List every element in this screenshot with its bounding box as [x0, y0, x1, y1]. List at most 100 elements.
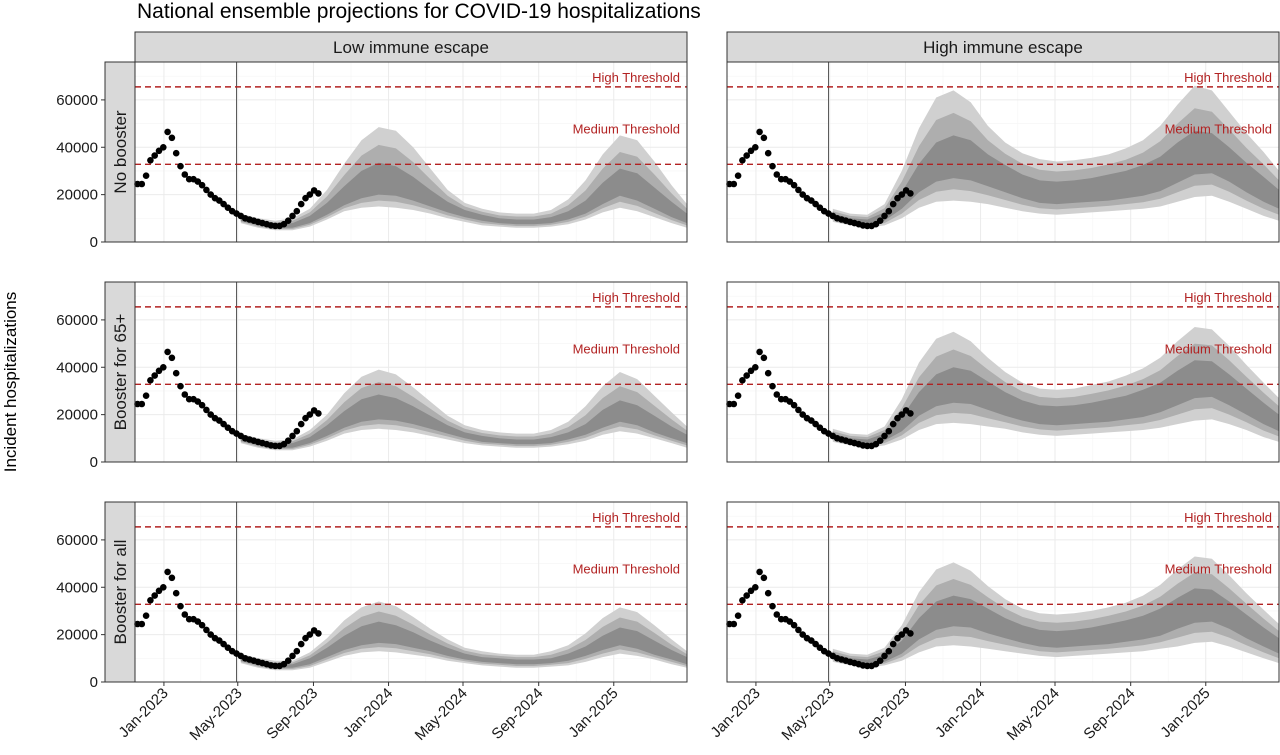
observed-point [284, 217, 292, 224]
observed-point [907, 410, 914, 417]
row-strip-label: Booster for all [111, 540, 130, 645]
observed-point [168, 134, 176, 142]
threshold-label-medium-threshold: Medium Threshold [1165, 561, 1272, 576]
threshold-label-high-threshold: High Threshold [592, 290, 680, 305]
observed-point [743, 152, 750, 159]
x-tick-label: Jan-2025 [565, 685, 621, 741]
y-tick-label: 60000 [56, 92, 98, 109]
threshold-label-medium-threshold: Medium Threshold [1165, 341, 1272, 356]
panel-no-booster-high-immune-escape: High Threshold Medium Threshold [726, 61, 1280, 243]
observed-point [889, 640, 897, 648]
observed-point [198, 181, 206, 189]
observed-point [790, 621, 798, 629]
observed-point [764, 589, 772, 597]
column-strip-high-immune-escape [726, 31, 1280, 63]
observed-point [151, 592, 158, 599]
observed-point [730, 620, 738, 628]
observed-point [739, 597, 746, 604]
observed-point [177, 162, 184, 170]
x-tick-label: Jan-2023 [707, 685, 763, 741]
plot-area: Low immune escape High immune escape No bo… [56, 31, 1280, 744]
y-tick-label: 60000 [56, 312, 98, 329]
observed-point [752, 584, 759, 591]
threshold-label-high-threshold: High Threshold [592, 510, 680, 525]
projection-band-middle [832, 343, 1279, 446]
column-strip-label: High immune escape [923, 38, 1083, 57]
observed-point [147, 377, 154, 384]
observed-point [734, 172, 742, 179]
column-strip-label: Low immune escape [333, 38, 489, 57]
observed-point [907, 630, 914, 637]
observed-point [898, 411, 906, 418]
threshold-label-high-threshold: High Threshold [1184, 290, 1272, 305]
observed-point [164, 128, 171, 136]
threshold-label-medium-threshold: Medium Threshold [573, 121, 680, 136]
observed-point [142, 392, 150, 400]
observed-point [795, 626, 802, 634]
threshold-label-high-threshold: High Threshold [1184, 510, 1272, 525]
x-tick-label: May-2024 [1004, 685, 1063, 744]
x-tick-label: Sep-2023 [263, 685, 321, 743]
y-tick-label: 0 [90, 674, 98, 691]
observed-point [739, 377, 746, 384]
projection-band-inner [832, 588, 1279, 665]
observed-point [284, 437, 292, 445]
panel-booster-for-65-high-immune-escape: High Threshold Medium Threshold [726, 281, 1280, 463]
observed-point [752, 364, 759, 371]
x-tick-label: Sep-2024 [1080, 685, 1138, 743]
observed-point [160, 584, 167, 591]
panel-no-booster-low-immune-escape: High Threshold Medium Threshold 0 20000 4000… [56, 61, 688, 251]
panel-border [134, 61, 688, 243]
observed-point [881, 652, 888, 660]
x-tick-label: Jan-2024 [932, 685, 988, 741]
observed-point [293, 647, 301, 655]
observed-point [142, 612, 150, 619]
observed-point [138, 180, 146, 188]
observed-point [168, 574, 176, 582]
observed-point [769, 602, 776, 610]
panel-background [134, 281, 688, 463]
y-tick-label: 20000 [56, 187, 98, 204]
observed-point [730, 180, 738, 188]
row-strip-booster-for-all [104, 501, 136, 683]
observed-point [743, 372, 750, 379]
observed-point [160, 364, 167, 371]
observed-point [297, 420, 305, 428]
observed-point [315, 190, 322, 197]
observed-point [760, 574, 768, 582]
chart-title: National ensemble projections for COVID-… [137, 0, 701, 23]
projection-band-middle [832, 572, 1279, 666]
panel-booster-for-all-low-immune-escape: High Threshold Medium Threshold 0 20000 4000… [56, 501, 688, 744]
observed-point [138, 620, 146, 628]
y-tick-label: 40000 [56, 359, 98, 376]
observed-point [790, 181, 798, 189]
observed-point [181, 611, 189, 618]
panel-border [726, 501, 1280, 683]
observed-point [289, 212, 296, 220]
observed-point [881, 212, 888, 220]
threshold-label-medium-threshold: Medium Threshold [1165, 121, 1272, 136]
projection-band-middle [832, 108, 1279, 226]
y-tick-label: 20000 [56, 627, 98, 644]
x-tick-label: May-2024 [412, 685, 471, 744]
observed-point [289, 432, 296, 440]
observed-point [164, 568, 171, 576]
y-tick-label: 0 [90, 454, 98, 471]
observed-point [885, 427, 893, 435]
observed-point [203, 186, 210, 194]
observed-point [198, 401, 206, 409]
x-tick-label: Jan-2025 [1157, 685, 1213, 741]
observed-point [203, 626, 210, 634]
observed-point [752, 144, 759, 151]
y-tick-label: 20000 [56, 407, 98, 424]
observed-point [730, 400, 738, 408]
x-tick-label: Sep-2023 [855, 685, 913, 743]
projection-band-inner [832, 360, 1279, 445]
observed-point [293, 427, 301, 435]
observed-point [315, 630, 322, 637]
observed-point [876, 657, 884, 664]
observed-point [764, 369, 772, 377]
observed-point [773, 171, 781, 178]
x-tick-label: May-2023 [778, 685, 837, 744]
observed-point [756, 568, 763, 576]
